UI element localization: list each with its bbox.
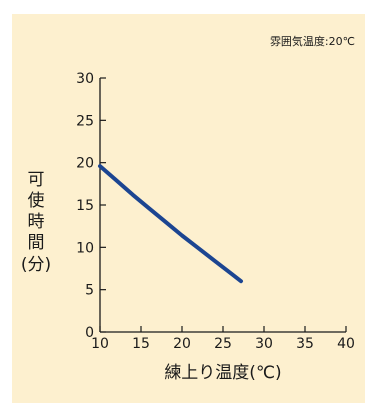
x-tick-label-40: 40: [337, 336, 355, 352]
y-axis-label-char-3: 時: [28, 212, 45, 232]
y-axis-label-char-5: (分): [21, 255, 51, 275]
line-chart: 雰囲気温度:20℃ 10 15 20 25 30 35 40 0 5 10 15 20 25 30 可 使…: [21, 34, 355, 383]
ambient-temperature-annotation: 雰囲気温度:20℃: [270, 34, 355, 48]
y-axis-label-char-1: 可: [28, 170, 45, 190]
x-tick-label-20: 20: [173, 336, 191, 352]
y-tick-label-25: 25: [76, 113, 94, 129]
y-tick-label-0: 0: [85, 325, 94, 341]
chart-panel: 雰囲気温度:20℃ 10 15 20 25 30 35 40 0 5 10 15 20 25 30 可 使…: [12, 14, 365, 403]
y-axis-label-char-2: 使: [28, 190, 45, 211]
series-line: [98, 164, 243, 284]
y-tick-label-30: 30: [76, 71, 94, 87]
x-tick-label-15: 15: [132, 336, 150, 352]
ticks-group: 10 15 20 25 30 35 40 0 5 10 15 20 25 30: [76, 71, 355, 352]
y-tick-label-10: 10: [76, 240, 94, 256]
y-axis-label-char-4: 間: [28, 233, 45, 253]
y-tick-label-15: 15: [76, 198, 94, 214]
y-tick-label-5: 5: [85, 283, 94, 299]
x-tick-label-25: 25: [214, 336, 232, 352]
y-axis-label: 可 使 時 間 (分): [21, 170, 51, 275]
x-tick-label-30: 30: [255, 336, 273, 352]
x-axis-label: 練上り温度(℃): [164, 363, 281, 383]
x-tick-label-10: 10: [91, 336, 109, 352]
x-tick-label-35: 35: [296, 336, 314, 352]
y-tick-label-20: 20: [76, 156, 94, 172]
